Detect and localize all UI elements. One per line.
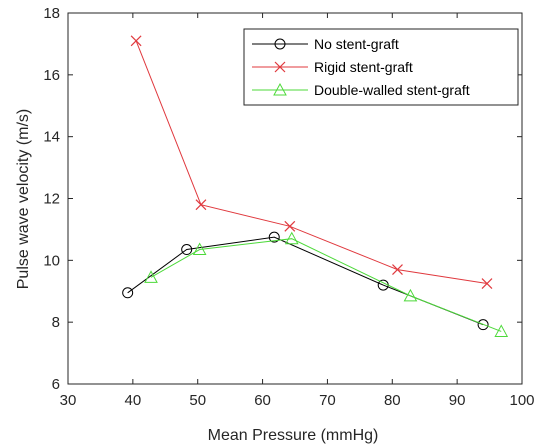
- x-tick-label: 90: [449, 392, 466, 409]
- data-point: [481, 278, 493, 289]
- y-tick-label: 10: [43, 252, 60, 269]
- y-tick-label: 18: [43, 5, 60, 22]
- data-point: [144, 270, 158, 283]
- y-tick-label: 16: [43, 67, 60, 84]
- data-point: [192, 242, 207, 256]
- legend-entry: Rigid stent-graft: [252, 59, 413, 75]
- legend-label: Double-walled stent-graft: [314, 82, 470, 98]
- x-tick-label: 40: [125, 392, 142, 409]
- x-tick-label: 100: [509, 392, 534, 409]
- x-tick-label: 50: [189, 392, 206, 409]
- series-2: [130, 35, 493, 289]
- x-axis-title: Mean Pressure (mmHg): [208, 427, 379, 444]
- data-point: [122, 287, 134, 299]
- tick-layer: 30 40 50 60 70 80 90 100 6 8 10 12 14 16 18: [43, 5, 534, 409]
- legend-entry: Double-walled stent-graft: [252, 82, 470, 98]
- data-point: [268, 231, 280, 243]
- data-point: [392, 264, 403, 276]
- x-marker-stroke: [392, 264, 403, 276]
- x-tick-label: 70: [319, 392, 336, 409]
- y-tick-label: 12: [43, 191, 60, 208]
- y-axis-title: Pulse wave velocity (m/s): [15, 109, 32, 290]
- legend: No stent-graft Rigid stent-graft Double-wa…: [243, 28, 519, 106]
- data-point: [195, 199, 207, 211]
- y-tick-label: 8: [52, 314, 60, 331]
- legend-entry: No stent-graft: [252, 36, 399, 52]
- series-3: [144, 231, 509, 337]
- x-tick-label: 60: [254, 392, 271, 409]
- x-marker-stroke: [274, 61, 286, 73]
- y-tick-label: 6: [52, 376, 60, 393]
- legend-marker: [274, 38, 286, 50]
- x-marker-stroke: [130, 35, 142, 47]
- series-layer: [122, 35, 509, 337]
- data-point: [403, 288, 418, 302]
- legend-label: Rigid stent-graft: [314, 59, 413, 75]
- x-tick-label: 30: [60, 392, 77, 409]
- data-point: [284, 231, 299, 245]
- x-marker-stroke: [481, 278, 493, 289]
- legend-marker: [274, 61, 286, 73]
- data-point: [477, 319, 489, 331]
- x-marker-stroke: [284, 220, 296, 232]
- series-line: [150, 238, 502, 332]
- data-point: [284, 220, 296, 232]
- legend-label: No stent-graft: [314, 36, 399, 52]
- data-point: [181, 244, 193, 256]
- x-tick-label: 80: [384, 392, 401, 409]
- data-point: [130, 35, 142, 47]
- x-marker-stroke: [195, 199, 207, 211]
- y-tick-label: 14: [43, 129, 60, 146]
- legend-marker: [273, 82, 287, 96]
- data-point: [494, 324, 509, 337]
